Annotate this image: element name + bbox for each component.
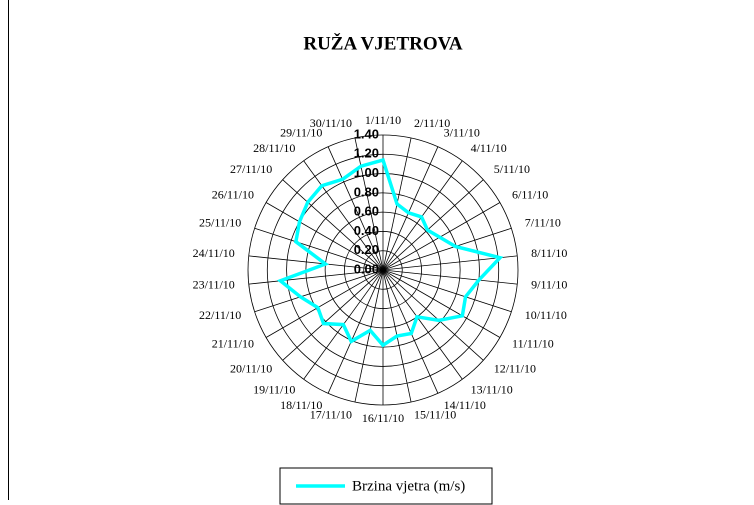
category-label: 28/11/10 [253,141,295,155]
spoke [382,269,501,338]
category-label: 8/11/10 [531,246,567,260]
category-label: 18/11/10 [280,398,322,412]
category-label: 30/11/10 [310,116,352,130]
category-label: 15/11/10 [414,407,456,421]
legend-label: Brzina vjetra (m/s) [352,478,465,494]
spoke [354,269,384,403]
category-label: 17/11/10 [310,407,352,421]
category-label: 4/11/10 [471,141,507,155]
legend-box [279,467,493,505]
spoke [382,227,512,271]
spoke [265,269,384,338]
series-line [276,157,504,348]
category-label: 14/11/10 [444,398,486,412]
category-label: 20/11/10 [230,361,272,375]
category-label: 21/11/10 [212,336,254,350]
r-tick-label: 0.20 [354,242,379,257]
category-label: 11/11/10 [512,336,554,350]
spoke [248,255,384,271]
r-tick-label: 0.60 [354,204,379,219]
spoke [254,227,384,271]
spoke [382,179,484,271]
category-label: 7/11/10 [525,216,561,230]
category-label: 16/11/10 [362,411,404,425]
category-label: 6/11/10 [512,187,548,201]
category-label: 19/11/10 [253,382,295,396]
r-tick-label: 0.80 [354,184,379,199]
category-label: 24/11/10 [193,246,235,260]
spoke [382,269,512,313]
category-label: 5/11/10 [494,162,530,176]
category-label: 2/11/10 [414,116,450,130]
category-label: 12/11/10 [494,361,536,375]
spoke [265,202,384,271]
category-label: 3/11/10 [444,126,480,140]
spoke [382,269,484,361]
spoke [382,269,518,285]
spoke [248,269,384,285]
category-label: 23/11/10 [193,277,235,291]
spoke [354,137,384,271]
r-tick-label: 1.20 [354,146,379,161]
chart-title: RUŽA VJETROVA [303,32,463,54]
category-label: 13/11/10 [471,382,513,396]
category-label: 10/11/10 [525,308,567,322]
r-tick-label: 0.00 [354,261,379,276]
spoke [282,269,384,361]
spoke [327,146,384,271]
category-label: 1/11/10 [365,113,401,127]
r-tick-label: 0.40 [354,223,379,238]
category-label: 22/11/10 [199,308,241,322]
spoke [382,160,463,271]
category-label: 29/11/10 [280,126,322,140]
spoke [282,179,384,271]
category-label: 25/11/10 [199,216,241,230]
spoke [327,269,384,394]
category-label: 27/11/10 [230,162,272,176]
r-tick-label: 1.40 [354,126,379,141]
category-label: 26/11/10 [212,187,254,201]
spoke [303,160,384,271]
spoke [254,269,384,313]
category-label: 9/11/10 [531,277,567,291]
spoke [382,269,463,380]
spoke [382,255,518,271]
spoke [382,146,439,271]
